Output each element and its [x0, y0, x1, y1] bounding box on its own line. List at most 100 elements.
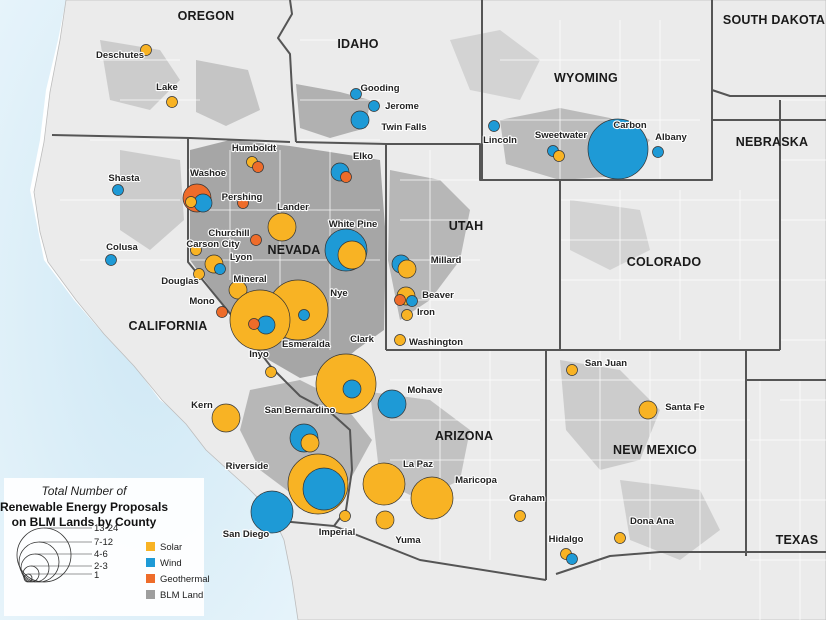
bubble-dona-ana-solar [614, 532, 626, 544]
legend-swatch-geothermal [146, 574, 155, 583]
bubble-jerome-wind [368, 100, 380, 112]
bubble-nye-wind [298, 309, 310, 321]
bubble-san-juan-solar [566, 364, 578, 376]
bubble-riverside-wind [302, 467, 346, 511]
bubble-deschutes-solar [140, 44, 152, 56]
state-label-california: CALIFORNIA [128, 319, 207, 333]
bubble-washington-solar [394, 334, 406, 346]
bubble-douglas-solar [193, 268, 205, 280]
state-label-south-dakota: SOUTH DAKOTA [723, 13, 825, 27]
bubble-la-paz-solar [362, 462, 406, 506]
proposal-bubbles [105, 44, 664, 565]
bubble-beaver-wind [406, 295, 418, 307]
county-label-iron: Iron [417, 307, 435, 318]
bubble-carson-city-solar [190, 244, 202, 256]
county-label-imperial: Imperial [319, 527, 355, 538]
county-label-la-paz: La Paz [403, 459, 433, 470]
bubble-graham-solar [514, 510, 526, 522]
county-label-santa-fe: Santa Fe [665, 402, 705, 413]
bubble-lincoln-wind [488, 120, 500, 132]
state-label-utah: UTAH [449, 219, 484, 233]
bubble-inyo-solar [265, 366, 277, 378]
bubble-albany-wind [652, 146, 664, 158]
county-label-lake: Lake [156, 82, 178, 93]
county-label-mineral: Mineral [233, 274, 266, 285]
state-label-nebraska: NEBRASKA [736, 135, 808, 149]
county-label-humboldt: Humboldt [232, 143, 277, 154]
county-lines [60, 20, 826, 620]
bubble-millard-solar [397, 259, 417, 279]
state-borders [51, 0, 826, 581]
bubble-mono-geothermal [216, 306, 228, 318]
bubble-santa-fe-solar [638, 400, 658, 420]
bubble-lake-solar [166, 96, 178, 108]
bubble-pershing-geothermal [237, 197, 249, 209]
legend-background [4, 478, 204, 616]
legend-label-wind: Wind [160, 558, 182, 569]
county-label-yuma: Yuma [395, 535, 421, 546]
county-label-dona-ana: Dona Ana [630, 516, 675, 527]
county-label-washington: Washington [409, 337, 463, 348]
county-label-san-bernardino: San Bernardino [265, 405, 336, 416]
county-label-riverside: Riverside [226, 461, 269, 472]
county-label-millard: Millard [431, 255, 462, 266]
county-labels: Deschutes Lake Gooding Jerome Twin Falls Linc… [95, 49, 706, 547]
county-label-nye: Nye [330, 288, 347, 299]
county-label-jerome: Jerome [385, 101, 419, 112]
bubble-mohave-wind [377, 389, 407, 419]
county-label-pershing: Pershing [222, 192, 263, 203]
bubble-hidalgo-wind [566, 553, 578, 565]
county-label-white-pine: White Pine [329, 219, 378, 230]
county-label-san-juan: San Juan [585, 358, 627, 369]
county-label-sweetwater: Sweetwater [535, 130, 588, 141]
county-label-douglas: Douglas [161, 276, 198, 287]
county-label-churchill: Churchill [208, 228, 249, 239]
state-labels: OREGON IDAHO WYOMING SOUTH DAKOTA NEBRASKA NE… [128, 9, 825, 547]
legend-size-label-2-3: 2-3 [94, 561, 108, 572]
legend-label-blm-land: BLM Land [160, 590, 203, 601]
bubble-elko-geothermal [340, 171, 352, 183]
bubble-colusa-wind [105, 254, 117, 266]
state-label-wyoming: WYOMING [554, 71, 618, 85]
county-label-albany: Albany [655, 132, 687, 143]
legend-label-solar: Solar [160, 542, 182, 553]
county-label-kern: Kern [191, 400, 213, 411]
bubble-imperial-solar [339, 510, 351, 522]
bubble-washoe-solar [185, 196, 197, 208]
bubble-sweetwater-solar [553, 150, 565, 162]
county-label-mono: Mono [189, 296, 215, 307]
bubble-twin-falls-wind [350, 110, 370, 130]
county-label-colusa: Colusa [106, 242, 138, 253]
legend-swatch-wind [146, 558, 155, 567]
bubble-kern-solar [211, 403, 241, 433]
county-label-lincoln: Lincoln [483, 135, 517, 146]
legend-title-line1: Total Number of [42, 484, 129, 498]
county-label-carson-city: Carson City [186, 239, 240, 250]
bubble-maricopa-solar [410, 476, 454, 520]
bubble-gooding-wind [350, 88, 362, 100]
legend-title-line3: on BLM Lands by County [12, 515, 157, 529]
state-label-arizona: ARIZONA [435, 429, 493, 443]
state-label-colorado: COLORADO [627, 255, 702, 269]
county-label-san-diego: San Diego [223, 529, 270, 540]
bubble-white-pine-solar [337, 240, 367, 270]
county-label-twin-falls: Twin Falls [381, 122, 426, 133]
state-label-nevada: NEVADA [267, 243, 320, 257]
bubble-san-bernardino-solar [300, 433, 320, 453]
legend-size-label-13-24: 13-24 [94, 523, 118, 534]
bubble-shasta-wind [112, 184, 124, 196]
bubble-esmeralda-geothermal [248, 318, 260, 330]
legend-label-geothermal: Geothermal [160, 574, 210, 585]
legend-swatch-solar [146, 542, 155, 551]
county-label-clark: Clark [350, 334, 374, 345]
bubble-clark-wind [342, 379, 362, 399]
state-label-oregon: OREGON [178, 9, 235, 23]
state-label-idaho: IDAHO [337, 37, 378, 51]
bubble-carbon-wind [587, 118, 649, 180]
county-label-gooding: Gooding [360, 83, 399, 94]
bubble-humboldt-geothermal [252, 161, 264, 173]
legend-size-label-4-6: 4-6 [94, 549, 108, 560]
county-label-esmeralda: Esmeralda [282, 339, 331, 350]
state-label-new-mexico: NEW MEXICO [613, 443, 697, 457]
